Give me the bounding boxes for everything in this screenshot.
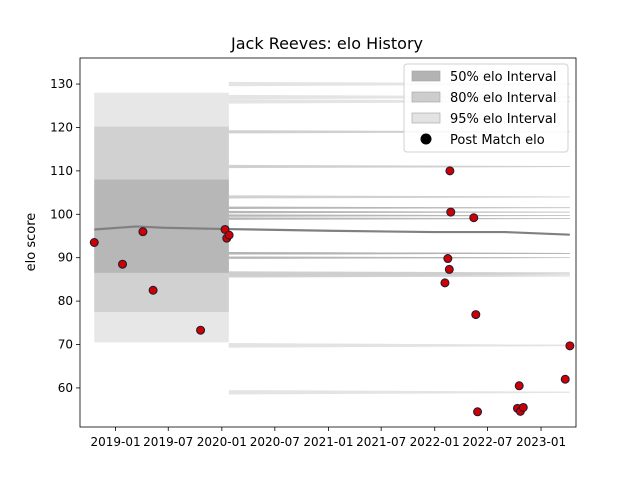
legend-swatch-2 [411,112,441,124]
legend-marker-3 [420,133,432,145]
legend-box [403,63,569,153]
x-tick-label-7: 2022-07 [462,435,512,449]
band-late-p80-2-low [228,272,570,276]
band-late-p50-3-high [228,217,570,220]
x-tick-label-6: 2022-01 [410,435,460,449]
x-tick-label-4: 2021-01 [303,435,353,449]
band-late-p80-1-high [228,164,570,169]
post-match-point-7 [224,230,234,240]
y-tick-label-6: 120 [50,120,73,134]
chart-title: Jack Reeves: elo History [230,34,423,53]
y-tick-label-5: 110 [50,164,73,178]
band-late-p50-0-high [228,206,570,209]
post-match-point-21 [565,341,575,351]
band-late-p95-2-low [228,390,570,395]
post-match-point-17 [514,381,524,391]
x-tick-label-0: 2019-01 [90,435,140,449]
legend-swatch-1 [411,91,441,103]
band-late-p95-2-high [228,99,570,104]
x-tick-label-2: 2020-01 [197,435,247,449]
band-late-p80-2-high [228,195,570,199]
x-tick-label-1: 2019-07 [143,435,193,449]
y-tick-label-3: 90 [58,251,73,265]
y-tick-label-4: 100 [50,207,73,221]
post-match-point-2 [138,227,148,237]
post-match-point-4 [196,325,206,335]
post-match-point-14 [471,310,481,320]
band-late-p50-2-high [228,214,570,217]
x-axis: 2019-01 2019-07 2020-01 2020-07 2021-01 2021-… [90,427,566,449]
legend-label-0: 50% elo Interval [450,70,557,85]
band-late-p50-1-high [228,210,570,214]
band-late-p50-2-low [228,252,570,255]
post-match-point-0 [89,238,99,247]
x-tick-label-3: 2020-07 [250,435,300,449]
post-match-point-9 [443,254,453,264]
post-match-point-3 [148,285,158,295]
mean-elo-line [94,225,570,236]
post-match-point-15 [473,407,483,417]
x-tick-label-8: 2023-01 [516,435,566,449]
post-match-point-8 [440,278,450,288]
legend-label-2: 95% elo Interval [450,112,557,127]
y-axis: 60 70 80 90 100 110 120 130 [50,77,80,395]
post-match-point-20 [560,374,570,384]
post-match-point-11 [445,166,455,176]
y-tick-label-2: 80 [58,294,73,308]
y-axis-label: elo score [24,213,39,272]
post-match-point-10 [444,264,454,274]
y-tick-label-7: 130 [50,77,73,91]
post-match-point-12 [446,207,456,217]
legend-label-1: 80% elo Interval [450,91,557,106]
x-tick-label-5: 2021-07 [356,435,406,449]
plot-frame [79,57,577,428]
band-early-p50 [94,179,229,273]
band-late-p95-1-low [228,343,570,348]
y-tick-label-1: 70 [58,338,73,352]
band-late-p80-0-high [228,130,570,134]
post-match-point-1 [118,259,128,269]
post-match-point-19 [518,402,528,412]
y-tick-label-0: 60 [58,381,73,395]
plot-area [89,81,575,417]
band-late-p95-0-high [228,81,570,87]
band-late-p50-3-low [228,256,570,259]
post-match-point-13 [469,213,479,223]
legend: 50% elo Interval 80% elo Interval 95% elo … [403,63,569,153]
band-late-p95-1-high [228,94,570,100]
legend-label-3: Post Match elo [450,133,545,148]
legend-swatch-0 [411,70,441,82]
